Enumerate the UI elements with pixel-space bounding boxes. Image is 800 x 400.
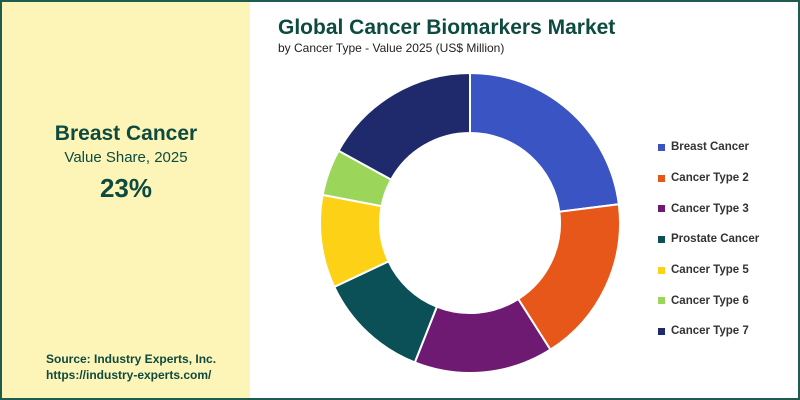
- legend-label: Cancer Type 3: [671, 202, 749, 215]
- legend-item: Cancer Type 7: [658, 316, 759, 347]
- legend-label: Cancer Type 7: [671, 325, 749, 338]
- legend-swatch: [658, 143, 665, 151]
- legend-item: Cancer Type 2: [658, 163, 759, 194]
- source-url: https://industry-experts.com/: [46, 368, 212, 382]
- donut-chart: [319, 71, 621, 374]
- legend-label: Breast Cancer: [671, 141, 749, 154]
- legend-swatch: [658, 327, 665, 335]
- legend-item: Cancer Type 6: [658, 285, 759, 316]
- legend-swatch: [658, 205, 665, 213]
- legend-item: Breast Cancer: [658, 132, 759, 163]
- legend-swatch: [658, 174, 665, 182]
- chart-subtitle: by Cancer Type - Value 2025 (US$ Million…: [278, 41, 505, 55]
- donut-slice-7: [337, 71, 471, 181]
- legend-label: Cancer Type 2: [671, 172, 749, 185]
- legend-item: Prostate Cancer: [658, 224, 759, 255]
- highlight-segment-name: Breast Cancer: [54, 122, 198, 145]
- legend-swatch: [658, 266, 665, 274]
- legend-item: Cancer Type 3: [658, 193, 759, 224]
- donut-slice-1: [469, 71, 620, 213]
- legend-swatch: [658, 235, 665, 243]
- legend-item: Cancer Type 5: [658, 255, 759, 286]
- legend-label: Prostate Cancer: [671, 233, 760, 246]
- source-line: Source: Industry Experts, Inc.: [46, 352, 217, 366]
- highlight-panel: Breast Cancer Value Share, 2025 23% Sour…: [2, 2, 250, 398]
- legend-label: Cancer Type 6: [671, 294, 749, 307]
- chart-legend: Breast Cancer Cancer Type 2 Cancer Type 3 P…: [658, 132, 759, 347]
- legend-label: Cancer Type 5: [671, 264, 749, 277]
- chart-title: Global Cancer Biomarkers Market: [278, 16, 616, 39]
- source-note: Source: Industry Experts, Inc. https://i…: [46, 351, 216, 383]
- highlight-subtitle: Value Share, 2025: [64, 149, 188, 166]
- legend-swatch: [658, 297, 665, 305]
- highlight-share-value: 23%: [99, 173, 153, 203]
